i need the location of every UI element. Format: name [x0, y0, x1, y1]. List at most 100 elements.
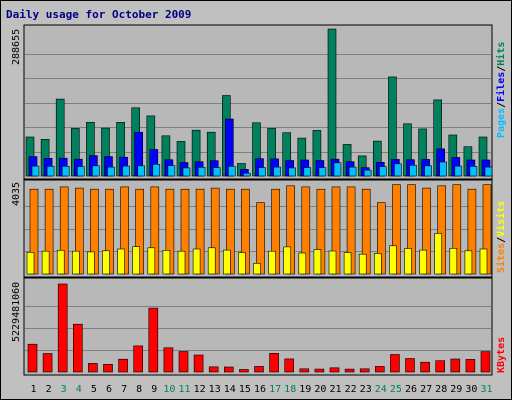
x-label-day-11: 11 [178, 384, 190, 395]
bar-visits-day-1 [26, 252, 35, 275]
x-label-day-19: 19 [299, 384, 311, 395]
x-label-day-16: 16 [254, 384, 266, 395]
bar-pages-day-22 [348, 166, 357, 177]
x-label-day-5: 5 [91, 384, 97, 395]
bars [25, 28, 493, 373]
x-label-day-8: 8 [136, 384, 142, 395]
bar-visits-day-4 [72, 250, 80, 275]
x-axis-labels: 1 2 3 4 5 6 7 8 9 10 11 12 13 14 15 16 17 18 19 20 21 22 23 24 2… [30, 384, 492, 395]
bar-pages-day-15 [243, 172, 251, 177]
x-label-day-15: 15 [239, 384, 251, 395]
ymax-label-sites: 4035 [11, 182, 22, 206]
bar-pages-day-16 [258, 167, 266, 177]
bar-pages-day-8 [137, 165, 145, 177]
bar-kbytes-day-28 [435, 360, 446, 373]
ymax-label-hits: 288655 [11, 29, 22, 65]
bar-pages-day-7 [122, 165, 130, 177]
bar-visits-day-2 [41, 250, 50, 275]
legend-pages: Pages [496, 108, 507, 138]
bar-pages-day-29 [454, 165, 463, 177]
bar-kbytes-day-7 [118, 358, 128, 373]
x-label-day-30: 30 [465, 384, 477, 395]
bar-kbytes-day-5 [88, 363, 98, 373]
bar-kbytes-day-18 [284, 358, 295, 373]
x-label-day-1: 1 [30, 384, 36, 395]
bar-visits-day-10 [162, 250, 171, 275]
legend-sep-1: / [496, 102, 507, 108]
bar-pages-day-25 [394, 163, 402, 177]
bar-visits-day-28 [434, 233, 443, 275]
bar-kbytes-day-22 [344, 368, 355, 373]
bar-pages-day-12 [197, 167, 206, 177]
bar-visits-day-24 [373, 253, 382, 275]
bar-kbytes-day-2 [42, 353, 53, 373]
x-label-day-12: 12 [194, 384, 206, 395]
bar-pages-day-20 [318, 167, 327, 177]
bar-visits-day-27 [419, 249, 427, 275]
bar-visits-day-5 [87, 251, 95, 275]
bar-kbytes-day-17 [269, 352, 279, 373]
bar-visits-day-25 [389, 245, 397, 275]
bar-visits-day-9 [147, 247, 156, 275]
x-label-day-23: 23 [360, 384, 372, 395]
bar-visits-day-21 [328, 250, 337, 275]
bar-pages-day-19 [303, 167, 312, 177]
bar-kbytes-day-31 [480, 351, 491, 373]
x-label-day-13: 13 [209, 384, 221, 395]
legend-hits-panel: Pages/Files/Hits [495, 42, 507, 138]
legend-hits: Hits [495, 42, 507, 66]
bar-pages-day-26 [409, 165, 417, 177]
legend-sep-2: / [496, 66, 507, 72]
x-label-day-24: 24 [375, 384, 387, 395]
bar-kbytes-day-25 [390, 354, 400, 373]
bar-visits-day-29 [449, 248, 458, 275]
bar-pages-day-23 [363, 169, 372, 177]
bar-pages-day-28 [439, 161, 448, 177]
bar-kbytes-day-3 [57, 283, 68, 373]
bar-pages-day-13 [212, 167, 221, 177]
bar-kbytes-day-21 [329, 367, 340, 373]
bar-visits-day-15 [238, 252, 246, 275]
bar-visits-day-19 [298, 252, 307, 275]
bar-visits-day-11 [177, 250, 186, 275]
x-label-day-17: 17 [269, 384, 281, 395]
bar-visits-day-30 [464, 250, 473, 275]
panel-kbytes-frame [23, 277, 493, 376]
bar-pages-day-11 [182, 167, 191, 177]
bar-kbytes-day-15 [239, 369, 249, 373]
bar-pages-day-3 [61, 166, 70, 177]
bar-visits-day-12 [192, 248, 201, 275]
bar-kbytes-day-6 [103, 363, 113, 373]
bar-kbytes-day-11 [178, 351, 189, 373]
bar-kbytes-day-19 [299, 368, 310, 373]
x-label-day-2: 2 [46, 384, 52, 395]
bar-visits-day-18 [283, 246, 292, 275]
bar-kbytes-day-16 [254, 366, 264, 373]
bar-pages-day-21 [333, 162, 342, 177]
legend-sep-3: / [496, 237, 507, 243]
bar-pages-day-1 [31, 165, 40, 177]
bar-visits-day-26 [404, 248, 412, 275]
x-label-day-28: 28 [435, 384, 447, 395]
x-label-day-6: 6 [106, 384, 112, 395]
bar-pages-day-2 [46, 166, 55, 177]
bar-kbytes-day-30 [465, 359, 476, 373]
bar-pages-day-18 [288, 167, 297, 177]
bar-kbytes-day-14 [224, 366, 234, 373]
x-label-day-18: 18 [284, 384, 296, 395]
bar-pages-day-27 [424, 165, 432, 177]
x-label-day-9: 9 [151, 384, 157, 395]
x-label-day-22: 22 [345, 384, 357, 395]
bar-visits-day-14 [223, 249, 231, 275]
x-label-day-20: 20 [314, 384, 326, 395]
legend-visits: Visits [495, 201, 507, 237]
bar-pages-day-10 [167, 165, 176, 177]
bar-pages-day-31 [484, 166, 493, 177]
chart-title: Daily usage for October 2009 [6, 8, 191, 21]
bar-visits-day-31 [479, 248, 488, 275]
bar-hits-day-21 [327, 28, 337, 177]
bar-pages-day-30 [469, 166, 478, 177]
bar-kbytes-day-27 [420, 361, 430, 373]
x-label-day-21: 21 [329, 384, 341, 395]
